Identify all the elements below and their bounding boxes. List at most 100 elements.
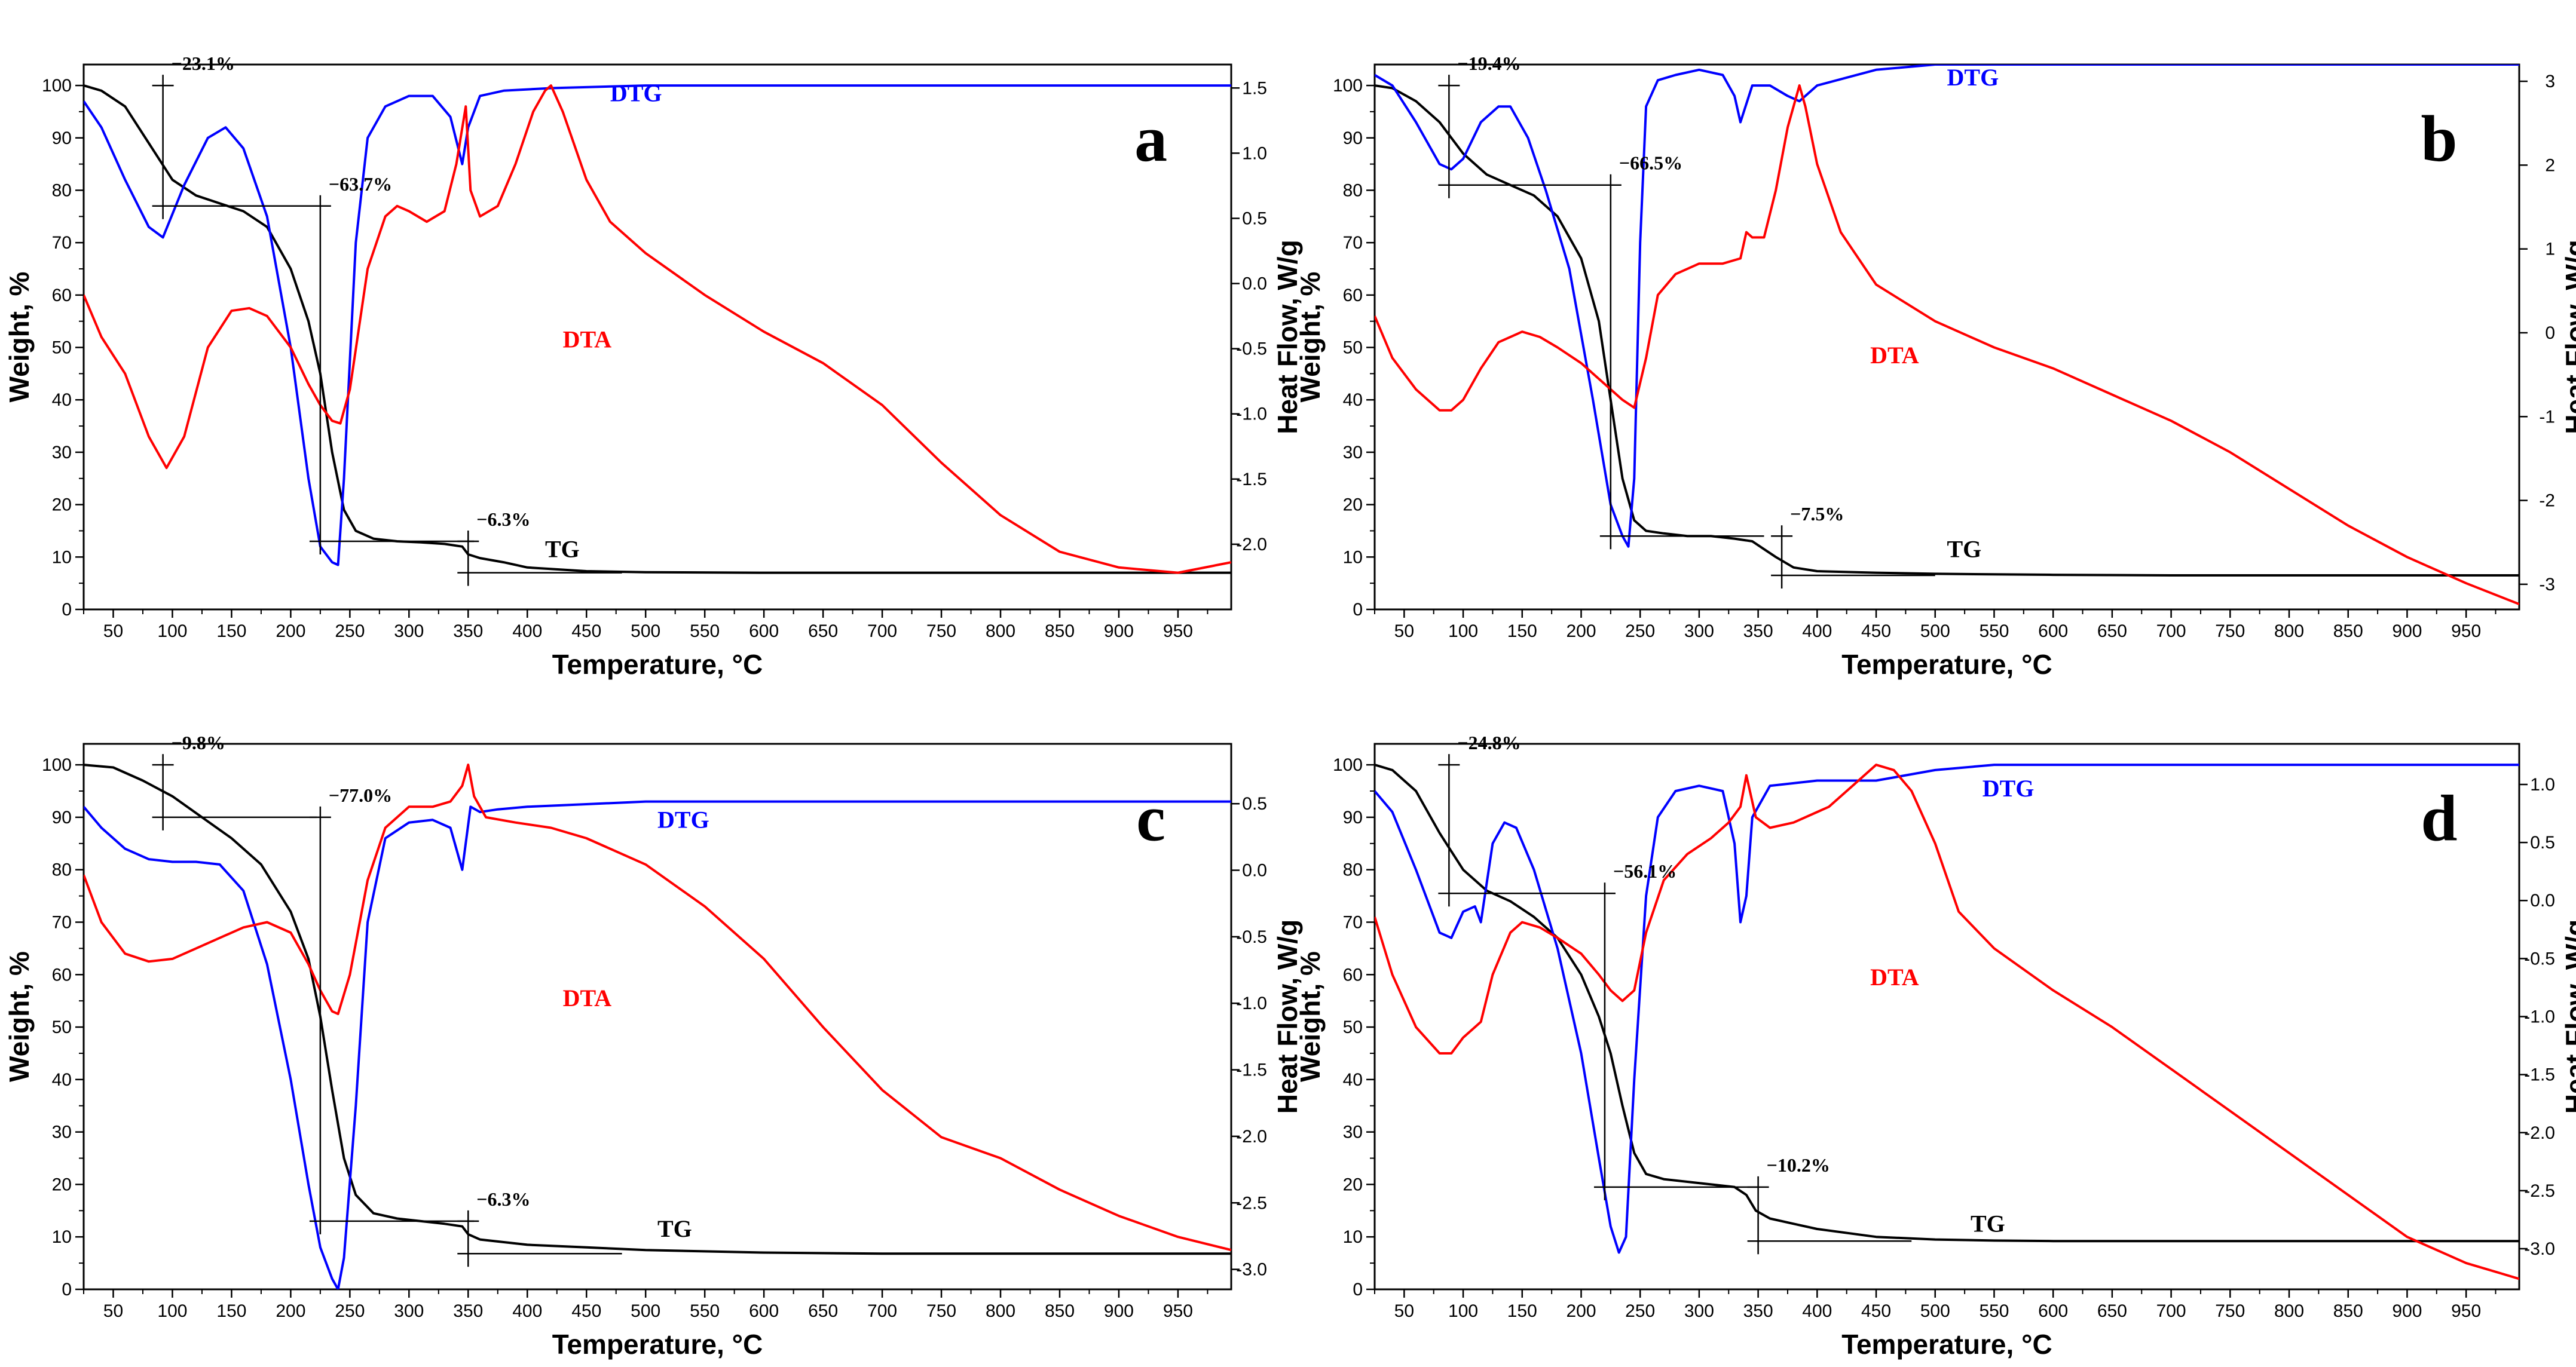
panel-d: 50 100 150 200 250 300 350 400 450 500 550 600 650 70…: [1295, 732, 2576, 1360]
y2-tick-label: -1.0: [2524, 1007, 2555, 1027]
x-tick-label: 700: [2156, 1301, 2186, 1321]
x-tick-label: 900: [2392, 1301, 2422, 1321]
x-tick-label: 250: [335, 1301, 365, 1321]
y-tick-label: 10: [1343, 547, 1363, 567]
x-tick-label: 500: [1920, 1301, 1950, 1321]
y2-tick-label: -2.5: [1236, 1193, 1267, 1213]
x-tick-label: 450: [1861, 1301, 1891, 1321]
y-tick-label: 60: [52, 286, 72, 305]
y-tick-label: 70: [52, 233, 72, 253]
x-tick-label: 250: [1625, 1301, 1655, 1321]
y-tick-label: 90: [1343, 128, 1363, 148]
y2-tick-label: 2: [2545, 155, 2555, 175]
x-tick-label: 800: [2274, 1301, 2304, 1321]
series-dta-line: [1375, 764, 2519, 1280]
x-tick-label: 650: [2097, 621, 2127, 641]
x-tick-label: 950: [1163, 621, 1193, 641]
step-label: −56.1%: [1613, 860, 1676, 882]
y2-tick-label: -0.5: [2524, 949, 2555, 968]
y-tick-label: 10: [52, 547, 72, 567]
y-tick-label: 80: [52, 180, 72, 200]
y2-tick-label: 0.5: [2530, 833, 2555, 853]
y-tick-label: 80: [1343, 180, 1363, 200]
x-tick-label: 950: [2451, 621, 2481, 641]
x-tick-label: 650: [2097, 1301, 2127, 1321]
y2-tick-label: 3: [2545, 72, 2555, 91]
y2-tick-label: 0.5: [1242, 209, 1267, 228]
y2-tick-label: -1.5: [1236, 1061, 1267, 1080]
x-tick-label: 500: [631, 621, 660, 641]
y2-axis-title: Heat Flow, W/g: [1272, 919, 1303, 1114]
x-axis-title: Temperature, °C: [552, 1329, 763, 1360]
y2-axis-title: Heat Flow, W/g: [2560, 919, 2576, 1114]
x-tick-label: 450: [571, 1301, 601, 1321]
y2-tick-label: -2.0: [1236, 1127, 1267, 1147]
y-tick-label: 30: [52, 1123, 72, 1142]
x-tick-label: 300: [394, 621, 424, 641]
x-tick-label: 550: [1979, 1301, 2009, 1321]
x-tick-label: 150: [1507, 621, 1537, 641]
x-tick-label: 100: [157, 621, 187, 641]
step-label: −24.8%: [1457, 732, 1520, 753]
x-tick-label: 550: [1979, 621, 2009, 641]
series-label-dtg: DTG: [1947, 64, 1999, 91]
series-dta-line: [84, 84, 1231, 574]
x-tick-label: 600: [2038, 621, 2068, 641]
x-tick-label: 700: [2156, 621, 2186, 641]
y-tick-label: 40: [1343, 1070, 1363, 1090]
y2-tick-label: -1.5: [2524, 1065, 2555, 1085]
x-tick-label: 150: [1507, 1301, 1537, 1321]
x-tick-label: 900: [1104, 621, 1134, 641]
x-tick-label: 950: [1163, 1301, 1193, 1321]
series-dta-line: [84, 764, 1231, 1252]
x-axis-title: Temperature, °C: [1841, 649, 2052, 680]
x-tick-label: 450: [571, 621, 601, 641]
y-tick-label: 0: [1353, 600, 1363, 620]
series-dtg-line: [84, 84, 1231, 566]
x-tick-label: 950: [2451, 1301, 2481, 1321]
step-label: −9.8%: [172, 732, 225, 753]
y-tick-label: 0: [62, 1280, 72, 1299]
y-tick-label: 40: [52, 1070, 72, 1090]
x-tick-label: 50: [1394, 1301, 1414, 1321]
y-tick-label: 10: [1343, 1227, 1363, 1247]
x-tick-label: 700: [867, 621, 897, 641]
x-tick-label: 400: [1802, 621, 1832, 641]
y-tick-label: 50: [52, 1017, 72, 1037]
x-tick-label: 900: [2392, 621, 2422, 641]
x-tick-label: 100: [1448, 621, 1478, 641]
y-tick-label: 100: [1333, 76, 1363, 96]
y-tick-label: 90: [52, 128, 72, 148]
y-tick-label: 90: [52, 808, 72, 827]
y2-tick-label: 1.0: [1242, 143, 1267, 163]
y2-tick-label: 1: [2545, 240, 2555, 259]
x-tick-label: 850: [1045, 621, 1075, 641]
y2-tick-label: 0: [2545, 323, 2555, 343]
panel-letter: b: [2421, 102, 2457, 175]
x-tick-label: 850: [2333, 1301, 2363, 1321]
x-tick-label: 600: [749, 621, 779, 641]
series-label-tg: TG: [1971, 1210, 2005, 1237]
panel-letter: d: [2421, 781, 2457, 854]
y-tick-label: 0: [62, 600, 72, 620]
x-tick-label: 400: [512, 1301, 542, 1321]
x-tick-label: 250: [335, 621, 365, 641]
y-tick-label: 100: [42, 76, 72, 96]
x-tick-label: 850: [1045, 1301, 1075, 1321]
y2-tick-label: -2.5: [2524, 1181, 2555, 1201]
step-label: −10.2%: [1767, 1154, 1830, 1176]
x-tick-label: 350: [453, 621, 483, 641]
y-tick-label: 60: [52, 965, 72, 985]
y2-tick-label: -3: [2539, 575, 2555, 594]
step-label: −7.5%: [1790, 503, 1844, 525]
y2-tick-label: 0.0: [1242, 274, 1267, 294]
x-tick-label: 600: [749, 1301, 779, 1321]
y-tick-label: 100: [1333, 755, 1363, 775]
x-tick-label: 800: [2274, 621, 2304, 641]
y2-tick-label: -1.0: [1236, 404, 1267, 424]
x-axis-title: Temperature, °C: [552, 649, 763, 680]
x-tick-label: 100: [157, 1301, 187, 1321]
series-tg-line: [84, 764, 1231, 1255]
step-label: −6.3%: [476, 1188, 530, 1210]
series-label-tg: TG: [657, 1215, 692, 1242]
